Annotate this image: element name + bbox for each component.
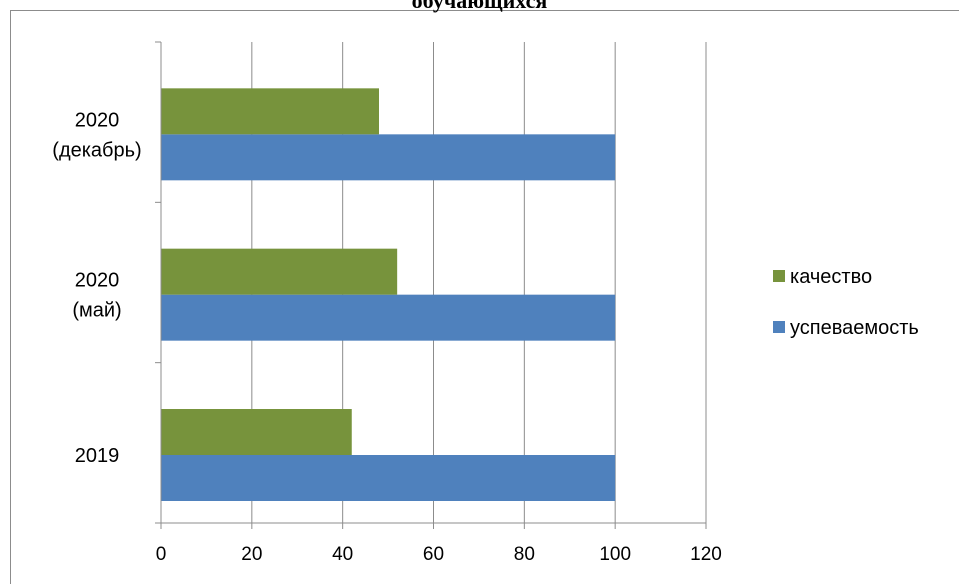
x-tick-label: 20 <box>241 544 262 565</box>
legend-label: успеваемость <box>790 317 919 339</box>
category-label: 2020 <box>75 109 120 131</box>
x-tick-label: 40 <box>332 544 353 565</box>
chart-frame <box>10 10 959 584</box>
x-tick-label: 120 <box>690 544 722 565</box>
legend-swatch-uspevaemost <box>773 321 785 333</box>
x-tick-label: 100 <box>599 544 631 565</box>
bar-uspevaemost <box>161 294 616 341</box>
chart-title: обучающихся <box>411 0 548 13</box>
legend: качество успеваемость <box>773 266 919 339</box>
x-tick-label: 0 <box>156 544 167 565</box>
category-label: 2019 <box>75 445 120 467</box>
bar-layer <box>161 88 616 501</box>
category-label: 2020 <box>75 270 120 292</box>
bar-uspevaemost <box>161 134 616 181</box>
bar-kachestvo <box>161 88 379 135</box>
axis-layer: 0 20 40 60 80 100 120 2019 2020 (май) 2020 (декабрь… <box>52 41 722 565</box>
legend-label: качество <box>790 266 872 288</box>
x-tick-label: 80 <box>514 544 535 565</box>
category-label: (декабрь) <box>52 139 141 161</box>
bar-kachestvo <box>161 248 398 295</box>
x-tick-label: 60 <box>423 544 444 565</box>
bar-kachestvo <box>161 409 352 455</box>
category-label: (май) <box>72 300 121 322</box>
legend-swatch-kachestvo <box>773 270 785 282</box>
bar-uspevaemost <box>161 455 616 501</box>
